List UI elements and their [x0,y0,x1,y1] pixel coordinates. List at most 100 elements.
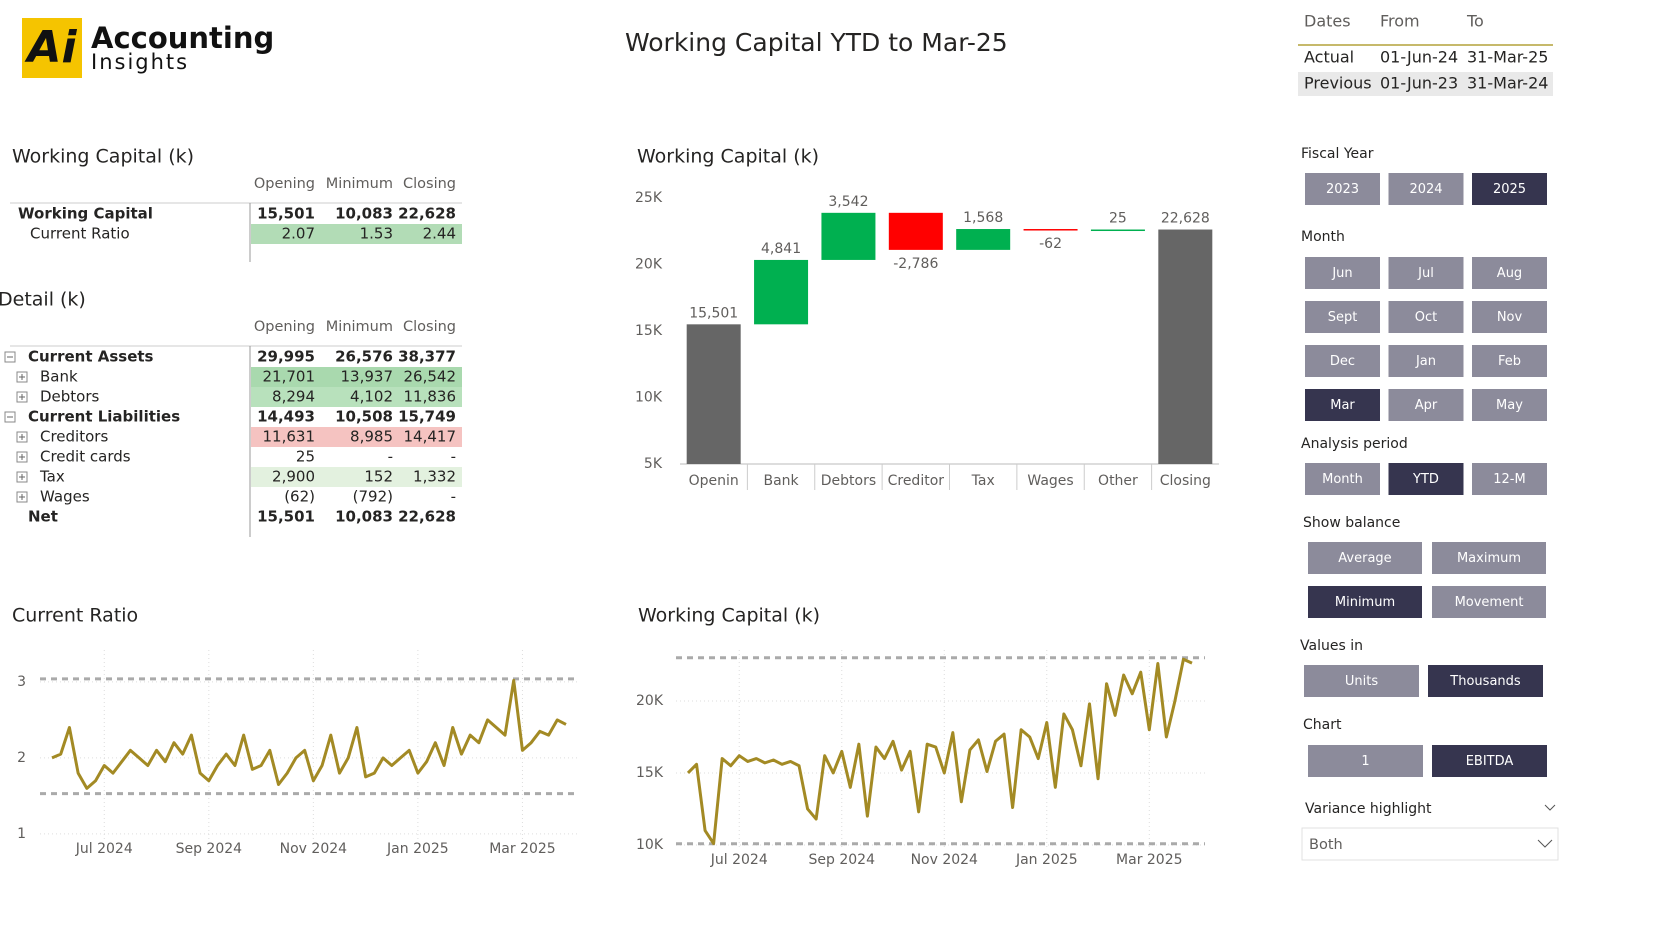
button-face[interactable] [1428,665,1543,697]
button-face[interactable] [1305,463,1380,495]
button-face[interactable] [1305,301,1380,333]
button-face[interactable] [1388,463,1464,495]
slicer-button[interactable]: Month [1305,463,1380,495]
button-label[interactable]: Thousands [1449,674,1521,689]
y-tick-label: 1 [17,826,26,842]
dropdown-value[interactable]: Both [1309,837,1343,853]
button-label[interactable]: Mar [1330,398,1355,413]
button-label[interactable]: 2023 [1326,182,1359,197]
slicer-button[interactable]: YTD [1388,463,1464,495]
slicer-button[interactable]: Movement [1432,586,1546,618]
button-face[interactable] [1472,463,1547,495]
button-label[interactable]: Sept [1328,310,1358,325]
button-face[interactable] [1388,173,1464,205]
button-label[interactable]: Month [1322,472,1363,487]
button-label[interactable]: Nov [1497,310,1523,325]
slicer-button[interactable]: Jul [1388,257,1464,289]
slicer-button[interactable]: EBITDA [1432,745,1547,777]
slicer-button[interactable]: Dec [1305,345,1380,377]
button-face[interactable] [1472,389,1547,421]
button-label[interactable]: Movement [1455,595,1524,610]
chevron[interactable] [1537,839,1553,848]
slicer-button[interactable]: May [1472,389,1547,421]
slicer-button[interactable]: 12-M [1472,463,1547,495]
button-face[interactable] [1305,389,1380,421]
button-label[interactable]: Units [1345,674,1378,689]
button-face[interactable] [1472,345,1547,377]
slicer-button[interactable]: 2024 [1388,173,1464,205]
cell-value: 8,294 [272,388,315,406]
chevron[interactable] [1544,804,1556,811]
button-label[interactable]: Apr [1415,398,1438,413]
slicer-button[interactable]: Average [1308,542,1422,574]
column-header: Closing [403,319,456,335]
button-face[interactable] [1472,173,1547,205]
x-tick-label: Openin [689,473,739,489]
button-face[interactable] [1472,257,1547,289]
slicer-button[interactable]: Units [1304,665,1419,697]
expander[interactable] [4,411,16,423]
slicer-button[interactable]: Jan [1388,345,1464,377]
expander[interactable] [16,471,28,483]
button-face[interactable] [1388,389,1464,421]
button-face[interactable] [1308,745,1423,777]
dropdown[interactable]: Both [1301,827,1559,861]
button-label[interactable]: Dec [1330,354,1355,369]
button-label[interactable]: 1 [1361,754,1369,769]
table-title: Detail (k) [0,289,86,311]
button-label[interactable]: Aug [1497,266,1522,281]
expander[interactable] [16,391,28,403]
button-label[interactable]: Average [1338,551,1391,566]
expander[interactable] [16,451,28,463]
slicer-button[interactable]: 2025 [1472,173,1547,205]
dropdown-box[interactable] [1301,827,1559,861]
button-face[interactable] [1305,173,1380,205]
slicer-button[interactable]: Oct [1388,301,1464,333]
button-label[interactable]: Jun [1331,266,1352,281]
expander[interactable] [4,351,16,363]
button-label[interactable]: Maximum [1457,551,1521,566]
slicer-button[interactable]: Nov [1472,301,1547,333]
button-label[interactable]: Minimum [1335,595,1395,610]
column-header: Minimum [326,176,393,192]
slicer-button[interactable]: Mar [1305,389,1380,421]
button-label[interactable]: May [1496,398,1523,413]
button-label[interactable]: 2024 [1409,182,1442,197]
button-face[interactable] [1388,301,1464,333]
button-label[interactable]: 2025 [1493,182,1526,197]
button-label[interactable]: Oct [1415,310,1437,325]
button-face[interactable] [1472,301,1547,333]
button-face[interactable] [1304,665,1419,697]
button-label[interactable]: Feb [1498,354,1521,369]
button-face[interactable] [1388,257,1464,289]
button-face[interactable] [1305,257,1380,289]
expander[interactable] [16,371,28,383]
button-face[interactable] [1308,586,1422,618]
slicer-button[interactable]: Apr [1388,389,1464,421]
button-face[interactable] [1432,586,1546,618]
slicer-button[interactable]: 2023 [1305,173,1380,205]
slicer-button[interactable]: Sept [1305,301,1380,333]
button-label[interactable]: YTD [1412,472,1439,487]
slicer-button[interactable]: Aug [1472,257,1547,289]
dates-cell: 31-Mar-24 [1467,74,1548,93]
slicer-button[interactable]: Thousands [1428,665,1543,697]
button-face[interactable] [1388,345,1464,377]
button-label[interactable]: EBITDA [1466,754,1514,769]
cell-value: 22,628 [398,508,456,526]
button-face[interactable] [1432,745,1547,777]
button-label[interactable]: 12-M [1493,472,1525,487]
cell-value: 15,501 [257,508,315,526]
button-label[interactable]: Jul [1417,266,1434,281]
slicer-button[interactable]: Jun [1305,257,1380,289]
slicer-button[interactable]: Feb [1472,345,1547,377]
button-face[interactable] [1305,345,1380,377]
expander[interactable] [16,431,28,443]
slicer-button[interactable]: 1 [1308,745,1423,777]
slicer-button[interactable]: Minimum [1308,586,1422,618]
button-label[interactable]: Jan [1415,354,1436,369]
button-face[interactable] [1308,542,1422,574]
slicer-button[interactable]: Maximum [1432,542,1546,574]
expander[interactable] [16,491,28,503]
button-face[interactable] [1432,542,1546,574]
